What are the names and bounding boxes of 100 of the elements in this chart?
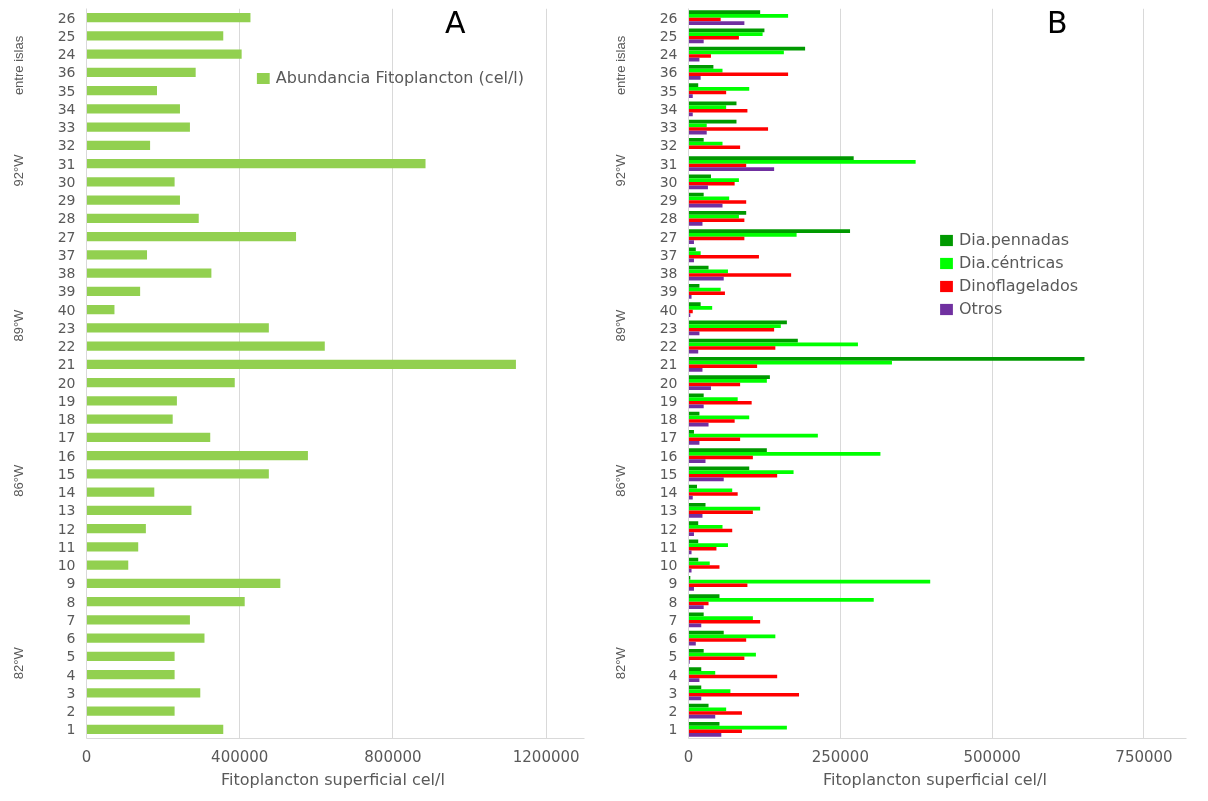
y-tick-label: 17 [659, 429, 678, 446]
y-tick-label: 17 [57, 429, 76, 446]
x-tick-label: 0 [81, 747, 92, 766]
y-tick-label: 38 [57, 265, 76, 282]
y-tick-label: 3 [66, 684, 76, 701]
y-tick-label: 3 [668, 684, 678, 701]
y-tick-label: 5 [668, 648, 678, 665]
text: 86°W [613, 464, 628, 497]
x-tick-label: 0 [683, 747, 694, 766]
chart-title: B [1047, 4, 1068, 40]
y-tick-label: 14 [57, 484, 76, 501]
y-tick-label: 7 [66, 611, 76, 628]
y-tick-label: 40 [57, 301, 76, 318]
y-tick-label: 37 [659, 246, 678, 263]
text: 89°W [11, 308, 26, 342]
y-tick-label: 29 [57, 192, 76, 209]
y-tick-label: 22 [57, 338, 76, 355]
y-tick-label: 24 [57, 46, 76, 63]
y-tick-label: 37 [57, 246, 76, 263]
y-tick-label: 6 [668, 630, 678, 647]
y-tick-label: 28 [659, 210, 678, 227]
legend-label: Otros [959, 299, 1003, 318]
y-tick-label: 16 [659, 447, 678, 464]
y-tick-label: 20 [659, 374, 678, 391]
x-axis-title: Fitoplancton superficial cel/l [823, 769, 1047, 789]
y-tick-label: 4 [668, 666, 678, 683]
y-tick-label: 1 [668, 721, 678, 738]
y-tick-label: 5 [66, 648, 76, 665]
y-tick-label: 10 [659, 557, 678, 574]
y-tick-label: 26 [57, 9, 76, 26]
y-tick-label: 34 [659, 100, 678, 117]
text: 92°W [613, 153, 628, 187]
text: 92°W [11, 153, 26, 187]
legend-label: Abundancia Fitoplancton (cel/l) [275, 68, 524, 87]
y-tick-label: 20 [57, 374, 76, 391]
x-axis-title: Fitoplancton superficial cel/l [221, 769, 445, 789]
y-tick-label: 31 [57, 155, 76, 172]
y-tick-label: 13 [659, 502, 678, 519]
x-tick-label: 400000 [211, 747, 269, 766]
y-tick-label: 29 [659, 192, 678, 209]
y-tick-label: 27 [57, 228, 76, 245]
y-tick-label: 8 [668, 593, 678, 610]
text: entre islas [613, 35, 628, 96]
y-tick-label: 11 [57, 538, 76, 555]
y-tick-label: 28 [57, 210, 76, 227]
y-tick-label: 31 [659, 155, 678, 172]
y-tick-label: 21 [659, 356, 678, 373]
y-tick-label: 13 [57, 502, 76, 519]
y-tick-label: 6 [66, 630, 76, 647]
legend-label: Dinoflagelados [959, 276, 1079, 295]
y-tick-label: 19 [659, 392, 678, 409]
y-tick-label: 19 [57, 392, 76, 409]
legend-label: Dia.céntricas [959, 253, 1064, 272]
y-tick-label: 27 [659, 228, 678, 245]
y-tick-label: 30 [57, 173, 76, 190]
y-tick-label: 1 [66, 721, 76, 738]
y-tick-label: 35 [659, 82, 678, 99]
y-tick-label: 40 [659, 301, 678, 318]
y-tick-label: 32 [57, 137, 76, 154]
y-tick-label: 15 [659, 465, 678, 482]
y-tick-label: 18 [57, 411, 76, 428]
y-tick-label: 9 [668, 575, 678, 592]
y-tick-label: 39 [57, 283, 76, 300]
y-tick-label: 12 [659, 520, 678, 537]
text: 89°W [613, 308, 628, 342]
y-tick-label: 4 [66, 666, 76, 683]
y-tick-label: 11 [659, 538, 678, 555]
y-tick-label: 34 [57, 100, 76, 117]
y-tick-label: 32 [659, 137, 678, 154]
y-tick-label: 2 [668, 703, 678, 720]
y-tick-label: 38 [659, 265, 678, 282]
chart-title: A [445, 4, 467, 40]
y-tick-label: 12 [57, 520, 76, 537]
x-tick-label: 250000 [811, 747, 869, 766]
y-tick-label: 36 [57, 64, 76, 81]
y-tick-label: 10 [57, 557, 76, 574]
y-tick-label: 24 [659, 46, 678, 63]
y-tick-label: 15 [57, 465, 76, 482]
y-tick-label: 39 [659, 283, 678, 300]
y-tick-label: 22 [659, 338, 678, 355]
text: 86°W [11, 464, 26, 497]
y-tick-label: 18 [659, 411, 678, 428]
y-tick-label: 14 [659, 484, 678, 501]
y-tick-label: 25 [659, 27, 678, 44]
y-tick-label: 23 [57, 319, 76, 336]
x-tick-label: 750000 [1115, 747, 1173, 766]
y-tick-label: 8 [66, 593, 76, 610]
y-tick-label: 9 [66, 575, 76, 592]
y-tick-label: 7 [668, 611, 678, 628]
y-tick-label: 33 [57, 119, 76, 136]
y-tick-label: 30 [659, 173, 678, 190]
y-tick-label: 35 [57, 82, 76, 99]
y-tick-label: 16 [57, 447, 76, 464]
x-tick-label: 500000 [963, 747, 1021, 766]
y-tick-label: 36 [659, 64, 678, 81]
text: 82°W [11, 646, 26, 680]
text: entre islas [11, 35, 26, 96]
legend-label: Dia.pennadas [959, 230, 1070, 249]
x-tick-label: 800000 [364, 747, 422, 766]
x-tick-label: 1200000 [512, 747, 580, 766]
